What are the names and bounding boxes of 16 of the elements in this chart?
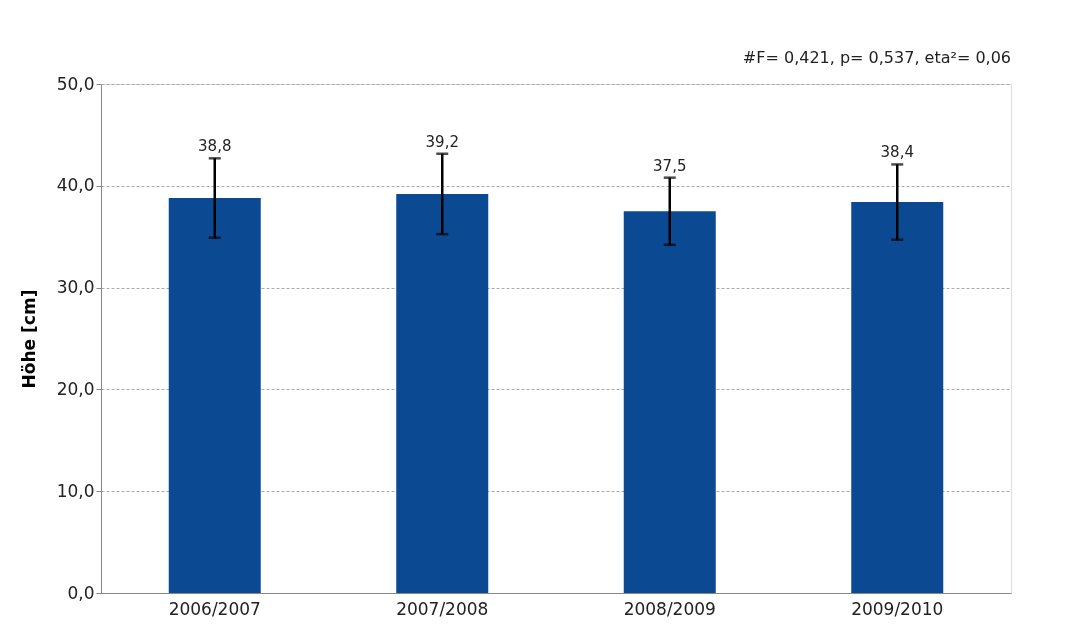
y-axis-title: Höhe [cm]: [18, 289, 39, 389]
data-label: 38,4: [880, 143, 914, 162]
y-tick-label: 20,0: [56, 378, 95, 399]
y-tick-label: 0,0: [67, 582, 95, 603]
x-tick-label: 2006/2007: [168, 598, 261, 619]
x-tick-label: 2007/2008: [396, 598, 489, 619]
y-tick-label: 50,0: [56, 73, 95, 94]
text: #F= 0,421, p= 0,537, eta²= 0,06: [742, 48, 1011, 67]
data-label: 39,2: [425, 132, 459, 151]
data-label: 37,5: [653, 156, 687, 175]
x-tick-label: 2008/2009: [623, 598, 716, 619]
y-tick-label: 40,0: [56, 175, 95, 196]
data-label: 38,8: [198, 137, 232, 156]
y-tick-label: 30,0: [56, 277, 95, 298]
x-tick-label: 2009/2010: [851, 598, 944, 619]
y-tick-label: 10,0: [56, 480, 95, 501]
